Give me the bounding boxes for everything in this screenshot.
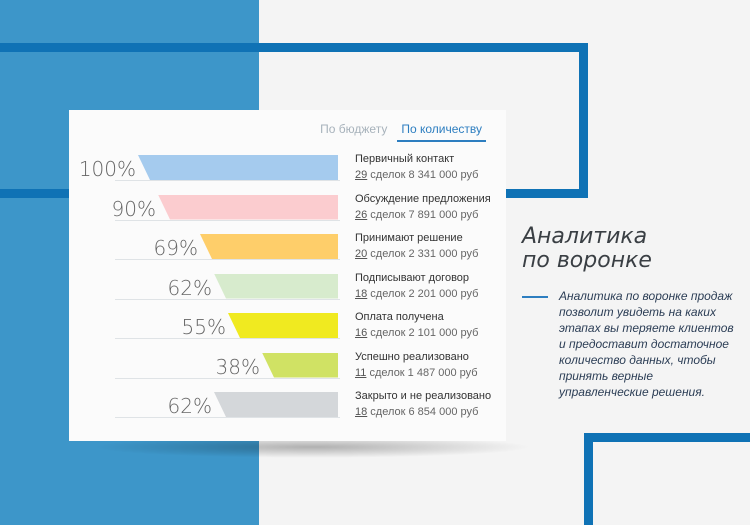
stage-deal-summary: сделок 2 331 000 руб (367, 248, 479, 260)
decor-frame-top (0, 43, 588, 52)
section-title-line2: по воронке (522, 248, 652, 273)
stage-deal-count-link[interactable]: 18 (355, 406, 368, 418)
decor-frame-right (579, 43, 588, 198)
stage-deal-count-link[interactable]: 26 (355, 208, 368, 221)
stage-bar (200, 234, 338, 259)
funnel-stage-row: 55% Оплата получена 16 сделок 2 101 000 ру… (69, 310, 506, 350)
funnel-stage-row: 38% Успешно реализовано 11 сделок 1 487 00… (69, 350, 506, 390)
stage-percent: 38% (215, 354, 260, 379)
stage-percent: 62% (167, 275, 212, 300)
stage-baseline (115, 338, 340, 339)
stage-baseline (115, 298, 340, 300)
stage-name: Первичный контакт (355, 153, 455, 165)
funnel-tabs: По бюджету По количеству (316, 120, 486, 142)
stage-bar (228, 313, 338, 338)
stage-deal-summary: сделок 6 854 000 руб (367, 406, 479, 418)
stage-percent: 69% (153, 236, 198, 260)
stage-bar (138, 155, 338, 180)
stage-deal-count-link[interactable]: 18 (355, 287, 368, 300)
stage-percent: 100% (78, 157, 136, 181)
stage-deal-count-link[interactable]: 11 (355, 366, 367, 379)
stage-bar (214, 392, 338, 417)
stage-baseline (115, 219, 340, 221)
stage-baseline (115, 417, 340, 418)
funnel-stage-row: 100% Первичный контакт 29 сделок 8 341 000… (69, 152, 506, 192)
stage-bar (214, 273, 338, 299)
funnel-stage-row: 62% Закрыто и не реализовано 18 сделок 6 8… (69, 389, 506, 429)
stage-name: Успешно реализовано (355, 350, 469, 363)
stage-deals: 29 сделок 8 341 000 руб (355, 169, 478, 181)
section-description: Аналитика по воронке продаж позволит уви… (559, 289, 734, 399)
stage-deal-count-link[interactable]: 29 (355, 169, 368, 181)
stage-name: Обсуждение предложения (355, 192, 491, 205)
stage-deals: 20 сделок 2 331 000 руб (355, 248, 478, 260)
funnel-stage-row: 62% Подписывают договор 18 сделок 2 201 00… (69, 271, 506, 311)
section-title-line1: Аналитика (522, 224, 648, 249)
stage-name: Закрыто и не реализовано (355, 390, 492, 402)
section-title: Аналитика по воронке (522, 225, 652, 273)
stage-deal-summary: сделок 7 891 000 руб (367, 208, 479, 221)
stage-baseline (115, 259, 340, 260)
stage-baseline (115, 377, 340, 379)
funnel-stage-row: 90% Обсуждение предложения 26 сделок 7 891… (69, 192, 506, 232)
funnel-stage-row: 69% Принимают решение 20 сделок 2 331 000 … (69, 231, 506, 271)
stage-deal-summary: сделок 2 101 000 руб (367, 327, 479, 339)
stage-deal-count-link[interactable]: 20 (355, 248, 368, 260)
decor-frame2-left (584, 433, 593, 525)
stage-deal-count-link[interactable]: 16 (355, 327, 368, 339)
stage-name: Принимают решение (355, 232, 463, 244)
stage-deals: 26 сделок 7 891 000 руб (355, 209, 478, 221)
tab-by-count[interactable]: По количеству (397, 120, 486, 142)
stage-deals: 18 сделок 2 201 000 руб (355, 288, 478, 300)
tab-by-budget[interactable]: По бюджету (320, 122, 388, 136)
stage-percent: 90% (111, 196, 156, 221)
stage-percent: 55% (181, 315, 226, 339)
stage-deals: 11 сделок 1 487 000 руб (355, 367, 478, 379)
funnel-card: По бюджету По количеству 100% Первичный к… (69, 110, 506, 441)
card-shadow (92, 436, 532, 458)
stage-deals: 18 сделок 6 854 000 руб (355, 406, 478, 418)
stage-bar (158, 194, 338, 220)
stage-deal-summary: сделок 1 487 000 руб (366, 366, 478, 379)
stage-name: Подписывают договор (355, 271, 470, 284)
stage-baseline (115, 180, 340, 181)
title-dash (522, 296, 548, 298)
stage-deals: 16 сделок 2 101 000 руб (355, 327, 478, 339)
stage-bar (262, 352, 338, 378)
stage-deal-summary: сделок 2 201 000 руб (367, 287, 479, 300)
stage-name: Оплата получена (355, 311, 444, 323)
stage-percent: 62% (167, 394, 212, 418)
stage-deal-summary: сделок 8 341 000 руб (367, 169, 479, 181)
decor-frame2-top (584, 433, 750, 442)
